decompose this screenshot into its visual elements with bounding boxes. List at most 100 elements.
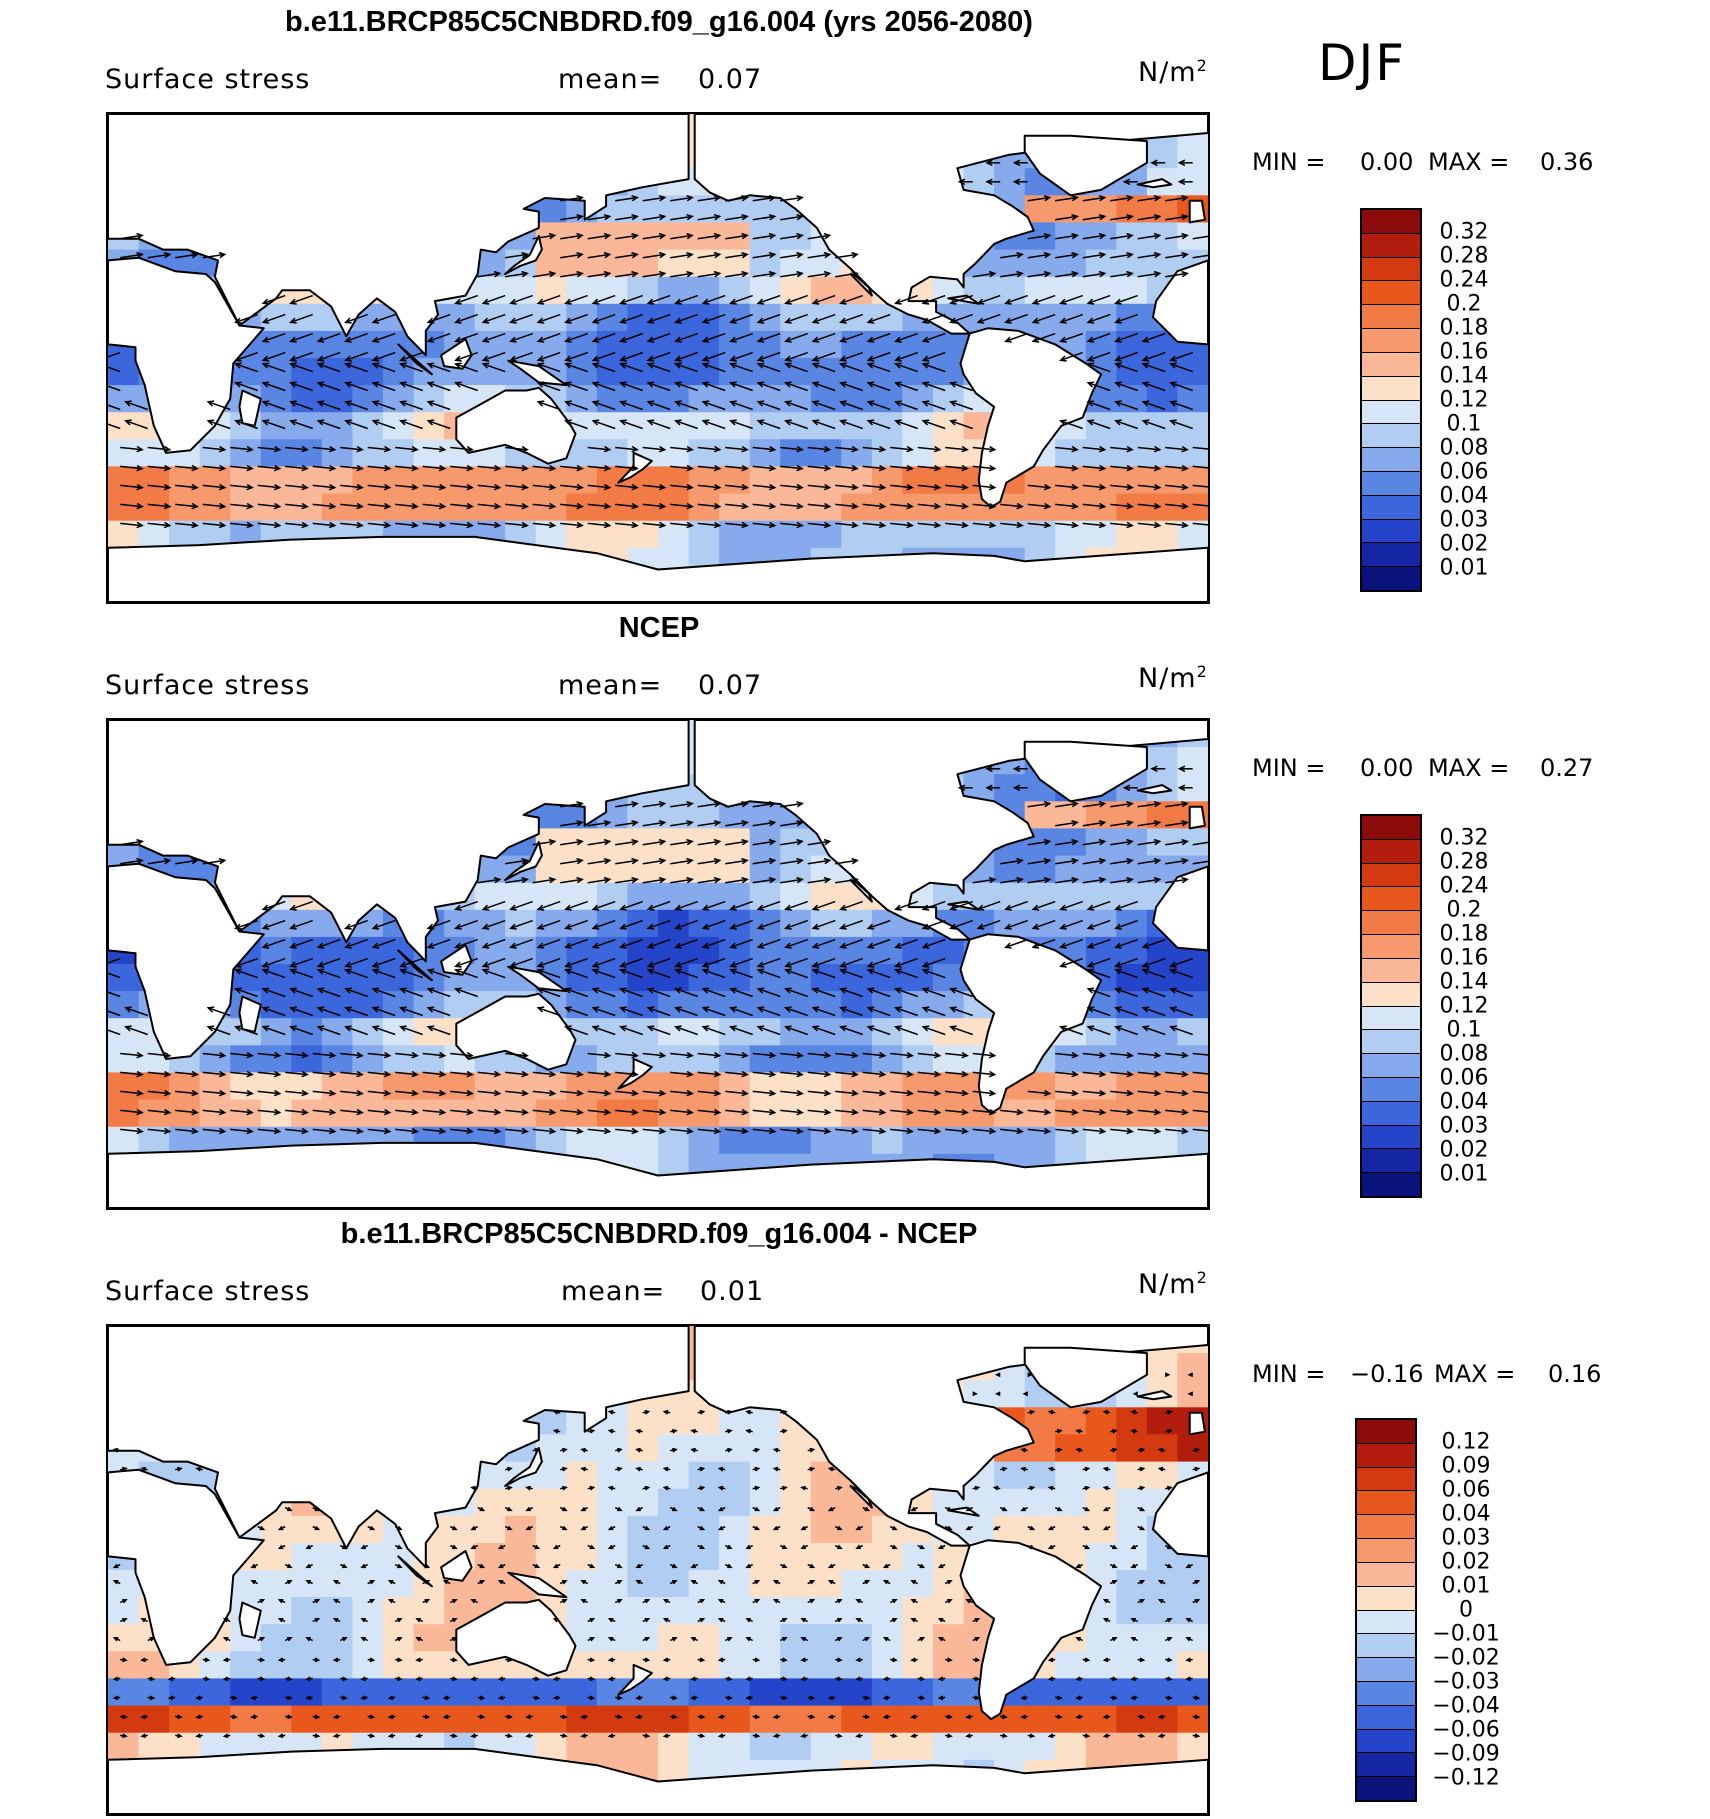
colorbar-swatch — [1357, 1681, 1415, 1706]
panel-3-mean-label: mean= — [561, 1276, 666, 1307]
panel-3-max-value: 0.16 — [1548, 1360, 1602, 1388]
colorbar-tick-label: 0.02 — [1439, 531, 1489, 557]
eurasia-landmass — [108, 1326, 690, 1569]
greenland-landmass — [1023, 740, 1148, 803]
land — [108, 1326, 1208, 1814]
colorbar-swatch — [1362, 495, 1420, 520]
colorbar-swatch — [1362, 911, 1420, 936]
colorbar-tick-label: 0.32 — [1439, 219, 1489, 245]
australia-landmass — [455, 1598, 577, 1677]
colorbar-swatch — [1357, 1610, 1415, 1635]
colorbar-swatch — [1357, 1491, 1415, 1516]
colorbar-swatch — [1357, 1539, 1415, 1563]
north-america-landmass — [693, 1326, 1208, 1547]
colorbar-tick-label: 0.06 — [1439, 1065, 1489, 1091]
iceland-island — [1136, 1390, 1173, 1401]
colorbar-tick-label: 0.08 — [1439, 435, 1489, 461]
colorbar-tick-label: 0.12 — [1441, 1429, 1491, 1455]
colorbar-tick-label: −0.12 — [1432, 1765, 1500, 1791]
africa-west-bulge — [1152, 259, 1208, 346]
panel-3-mean-value: 0.01 — [700, 1276, 765, 1307]
colorbar-swatch — [1357, 1729, 1415, 1754]
colorbar-tick-label: 0.14 — [1439, 363, 1489, 389]
panel-3-variable: Surface stress — [105, 1276, 311, 1307]
cuba-island — [947, 900, 980, 911]
colorbar-swatch — [1362, 887, 1420, 912]
panel-1-title: b.e11.BRCP85C5CNBDRD.f09_g16.004 (yrs 20… — [285, 6, 1033, 38]
africa-west-bulge — [1152, 865, 1208, 952]
new-guinea-island — [507, 965, 568, 993]
colorbar-swatch — [1362, 816, 1420, 840]
japan-island — [504, 841, 543, 881]
colorbar-tick-label: 0.1 — [1446, 1017, 1482, 1043]
colorbar-swatch — [1362, 958, 1420, 983]
africa-landmass — [108, 256, 265, 454]
colorbar-swatch — [1357, 1705, 1415, 1730]
colorbar-tick-label: 0.04 — [1439, 483, 1489, 509]
colorbar-tick-label: 0.24 — [1439, 267, 1489, 293]
iceland-island — [1136, 178, 1173, 189]
colorbar-swatch — [1362, 1101, 1420, 1126]
colorbar-tick-label: 0.03 — [1441, 1525, 1491, 1551]
colorbar-swatch — [1357, 1777, 1415, 1800]
colorbar-tick-label: 0.18 — [1439, 921, 1489, 947]
panel-1-max-label: MAX = — [1428, 148, 1510, 176]
south-america-landmass — [959, 1539, 1103, 1721]
africa-landmass — [108, 1468, 265, 1666]
colorbar-swatch — [1362, 1006, 1420, 1031]
colorbar-swatch — [1362, 400, 1420, 425]
baja-peninsula — [849, 1485, 873, 1509]
panel-2-min-value: 0.00 — [1360, 754, 1414, 782]
colorbar-swatch — [1357, 1586, 1415, 1611]
colorbar-swatch — [1362, 471, 1420, 496]
panel-1-units: N/m2 — [1138, 56, 1208, 88]
land — [108, 114, 1208, 602]
panel-2-min-label: MIN = — [1252, 754, 1326, 782]
colorbar-tick-label: 0.06 — [1439, 459, 1489, 485]
colorbar-tick-label: 0.14 — [1439, 969, 1489, 995]
colorbar-swatch — [1362, 1077, 1420, 1102]
colorbar-swatch — [1362, 1173, 1420, 1196]
north-america-landmass — [693, 114, 1208, 335]
colorbar-tick-label: 0.2 — [1446, 897, 1482, 923]
colorbar-tick-label: −0.01 — [1432, 1621, 1500, 1647]
colorbar-swatch — [1362, 257, 1420, 282]
uk-island — [1188, 805, 1206, 830]
colorbar-swatch — [1362, 1149, 1420, 1174]
colorbar-tick-label: 0.02 — [1439, 1137, 1489, 1163]
colorbar-swatch — [1362, 863, 1420, 888]
panel-3-max-label: MAX = — [1434, 1360, 1516, 1388]
panel-3-units: N/m2 — [1138, 1268, 1208, 1300]
colorbar-tick-label: 0.02 — [1441, 1549, 1491, 1575]
colorbar-swatch — [1362, 281, 1420, 306]
south-america-landmass — [959, 327, 1103, 509]
panel-2-mean-value: 0.07 — [698, 670, 763, 701]
panel-2-colorbar-labels: 0.32 0.28 0.24 0.2 0.18 0.16 0.14 0.12 0.1 0.08 0.… — [1428, 814, 1500, 1198]
japan-island — [504, 235, 543, 275]
colorbar-swatch — [1362, 839, 1420, 864]
colorbar-tick-label: 0.06 — [1441, 1477, 1491, 1503]
sumatra-island — [397, 1555, 433, 1588]
colorbar-tick-label: 0.16 — [1439, 339, 1489, 365]
panel-1-map — [106, 112, 1210, 604]
colorbar-swatch — [1362, 543, 1420, 568]
panel-3-colorbar — [1355, 1418, 1417, 1802]
panel-1-max-value: 0.36 — [1540, 148, 1594, 176]
antarctica-landmass — [108, 535, 1208, 602]
colorbar-swatch — [1357, 1658, 1415, 1682]
new-guinea-island — [507, 1571, 568, 1599]
colorbar-tick-label: 0.01 — [1439, 555, 1489, 581]
colorbar-swatch — [1357, 1753, 1415, 1778]
colorbar-tick-label: 0.24 — [1439, 873, 1489, 899]
iceland-island — [1136, 784, 1173, 795]
panel-3-min-value: −0.16 — [1350, 1360, 1424, 1388]
colorbar-tick-label: 0.08 — [1439, 1041, 1489, 1067]
panel-3-map — [106, 1324, 1210, 1816]
colorbar-swatch — [1357, 1634, 1415, 1659]
new-zealand-island — [617, 1663, 653, 1696]
australia-landmass — [455, 386, 577, 465]
colorbar-tick-label: −0.04 — [1432, 1693, 1500, 1719]
colorbar-tick-label: 0.16 — [1439, 945, 1489, 971]
colorbar-swatch — [1362, 448, 1420, 472]
colorbar-swatch — [1362, 424, 1420, 449]
